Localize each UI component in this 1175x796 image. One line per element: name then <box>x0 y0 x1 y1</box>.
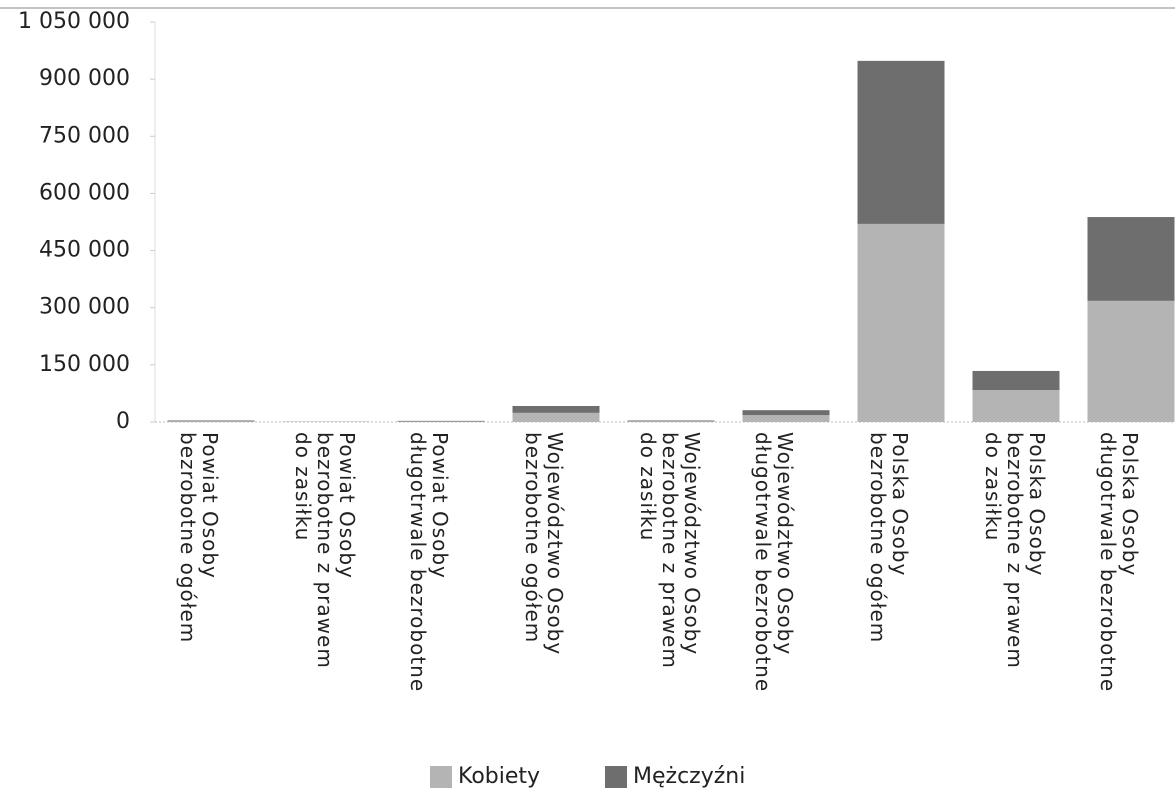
bar-segment <box>742 410 830 416</box>
x-tick-label: Powiat Osoby długotrwale bezrobotne <box>406 432 452 693</box>
x-tick-label: Powiat Osoby bezrobotne z prawem do zasi… <box>291 432 359 669</box>
y-tick-label: 300 000 <box>39 295 130 320</box>
y-tick-label: 0 <box>116 409 130 434</box>
legend-label: Mężczyźni <box>633 764 746 789</box>
bar-segment <box>627 421 715 422</box>
x-tick-label: Województwo Osoby długotrwale bezrobotne <box>751 432 797 693</box>
bar-segment <box>857 223 945 422</box>
bar-segment <box>627 420 715 422</box>
bar-segment <box>512 412 600 422</box>
y-tick-label: 750 000 <box>39 123 130 148</box>
legend-label: Kobiety <box>458 764 541 789</box>
bar-segment <box>512 406 600 413</box>
bar-segment <box>397 421 485 422</box>
legend-swatch <box>605 765 627 788</box>
x-tick-label: Polska Osoby bezrobotne z prawem do zasi… <box>981 432 1049 669</box>
y-tick-label: 900 000 <box>39 66 130 91</box>
x-tick-label: Polska Osoby bezrobotne ogółem <box>866 432 912 644</box>
bar-segment <box>1087 300 1175 422</box>
x-tick-label: Województwo Osoby bezrobotne z prawem do… <box>636 432 704 669</box>
bar-segment <box>1087 217 1175 301</box>
bar-segment <box>742 415 830 422</box>
y-tick-label: 150 000 <box>39 352 130 377</box>
legend-swatch <box>430 765 452 788</box>
bar-segment <box>167 421 255 422</box>
bar-segment <box>397 420 485 422</box>
legend-item: Mężczyźni <box>605 764 745 789</box>
legend-item: Kobiety <box>430 764 540 789</box>
bar-segment <box>167 420 255 422</box>
y-tick-label: 450 000 <box>39 238 130 263</box>
y-tick-label: 1 050 000 <box>18 9 130 34</box>
bar-segment <box>972 390 1060 422</box>
bar-segment <box>972 370 1060 390</box>
y-tick-label: 600 000 <box>39 180 130 205</box>
bar-segment <box>857 60 945 224</box>
x-tick-label: Województwo Osoby bezrobotne ogółem <box>521 432 567 656</box>
x-tick-label: Powiat Osoby bezrobotne ogółem <box>176 432 222 644</box>
x-tick-label: Polska Osoby długotrwale bezrobotne <box>1096 432 1142 693</box>
